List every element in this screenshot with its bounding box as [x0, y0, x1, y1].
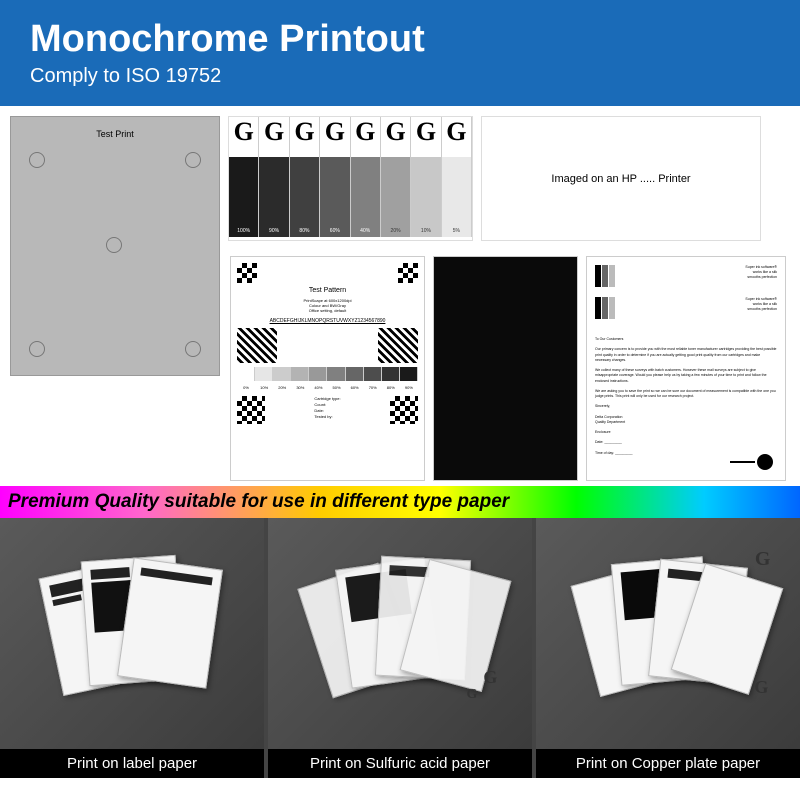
testprint-label: Test Print — [23, 129, 207, 139]
header-banner: Monochrome Printout Comply to ISO 19752 — [0, 0, 800, 106]
page-subtitle: Comply to ISO 19752 — [30, 65, 770, 88]
photo-caption: Print on Copper plate paper — [536, 749, 800, 778]
sample-letter: Super ink software® works like a silk sm… — [586, 256, 786, 481]
letter-line-icon — [730, 461, 755, 463]
sample-testprint: Test Print — [10, 116, 220, 376]
registration-circle — [29, 341, 45, 357]
registration-circle — [29, 152, 45, 168]
premium-banner: Premium Quality suitable for use in diff… — [0, 486, 800, 518]
page-title: Monochrome Printout — [30, 18, 770, 61]
sample-test-pattern: Test Pattern PrintScape at 600x1200dpi C… — [230, 256, 425, 481]
paper-photos-row: Print on label paper G G Print on Sulfur… — [0, 518, 800, 778]
g-letter-row: GGGGGGGG — [229, 117, 472, 157]
photo-sulfuric-paper: G G Print on Sulfuric acid paper — [268, 518, 532, 778]
sample-solid-black — [433, 256, 578, 481]
gradient-bars: 100%90%80%60%40%20%10%5% — [229, 157, 472, 237]
photo-caption: Print on Sulfuric acid paper — [268, 749, 532, 778]
registration-circle — [106, 237, 122, 253]
registration-circle — [185, 341, 201, 357]
print-samples-area: Test Print GGGGGGGG 100%90%80%60%40%20%1… — [0, 106, 800, 486]
photo-caption: Print on label paper — [0, 749, 264, 778]
photo-copper-paper: G G Print on Copper plate paper — [536, 518, 800, 778]
sample-hp-text: Imaged on an HP ..... Printer — [481, 116, 761, 241]
sample-gradient-g: GGGGGGGG 100%90%80%60%40%20%10%5% — [228, 116, 473, 241]
registration-circle — [185, 152, 201, 168]
photo-label-paper: Print on label paper — [0, 518, 264, 778]
letter-dot-icon — [757, 454, 773, 470]
